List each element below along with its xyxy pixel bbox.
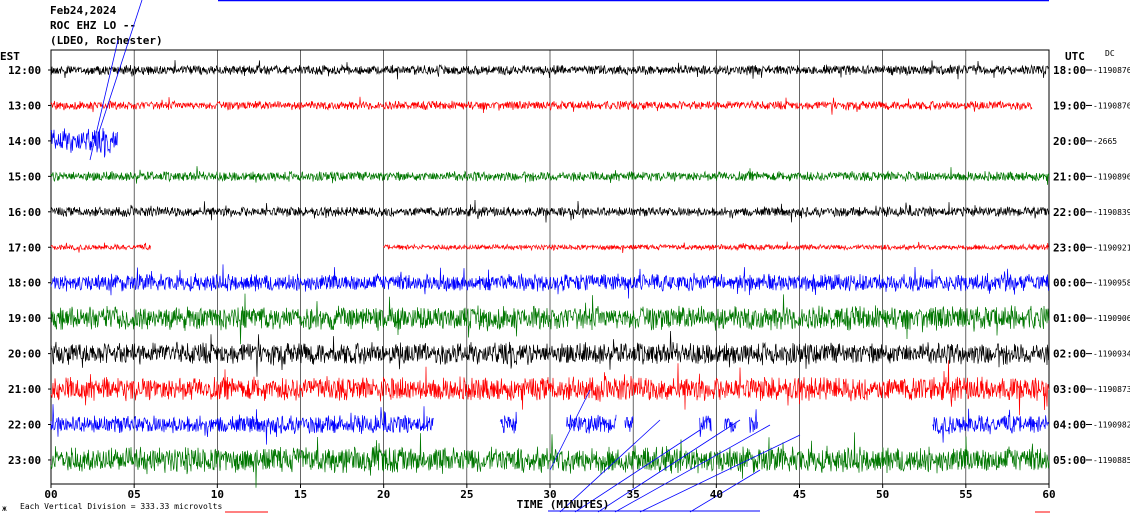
utc-label-0400: 04:00: [1053, 419, 1086, 432]
est-label-1600: 16:00: [8, 206, 41, 219]
time-labels: 12:00 18:00 -1190876 13:00 19:00 -1190876 14:0…: [8, 64, 1130, 467]
event-markers: [89, 0, 1049, 513]
dc-value-0200: -1190934: [1093, 350, 1130, 359]
est-label-1200: 12:00: [8, 64, 41, 77]
trace-2300-seg0: [50, 432, 1050, 488]
x-tick-label-35: 35: [627, 488, 640, 501]
utc-label-0200: 02:00: [1053, 348, 1086, 361]
utc-label-0000: 00:00: [1053, 277, 1086, 290]
marker-line-8: [689, 469, 761, 513]
x-tick-label-10: 10: [211, 488, 224, 501]
trace-2200-seg2: [566, 414, 617, 434]
dc-value-0100: -1190906: [1093, 314, 1130, 323]
x-tick-label-30: 30: [543, 488, 556, 501]
x-tick-label-40: 40: [710, 488, 723, 501]
dc-value-0500: -1190885: [1093, 456, 1130, 465]
est-label-1300: 13:00: [8, 99, 41, 112]
utc-label-0100: 01:00: [1053, 312, 1086, 325]
x-tick-label-05: 05: [128, 488, 141, 501]
marker-line-3: [559, 419, 661, 513]
est-label-2100: 21:00: [8, 383, 41, 396]
trace-2200-seg4: [699, 415, 712, 437]
marker-line-6: [614, 424, 771, 513]
trace-2200-seg6: [749, 409, 758, 433]
trace-2200-seg7: [932, 408, 1049, 443]
x-axis-title: TIME (MINUTES): [517, 498, 610, 511]
marker-line-2: [549, 389, 591, 471]
x-tick-label-15: 15: [294, 488, 307, 501]
est-label-1800: 18:00: [8, 277, 41, 290]
x-tick-label-45: 45: [793, 488, 806, 501]
vertical-division-note: Each Vertical Division = 333.33 microvol…: [20, 502, 222, 511]
dc-value-2200: -1190839: [1093, 208, 1130, 217]
dc-value-1800: -1190876: [1093, 66, 1130, 75]
dc-value-1900: -1190876: [1093, 101, 1130, 110]
marker-line-5: [597, 419, 741, 513]
dc-value-2300: -1190921: [1093, 243, 1130, 252]
logo-mark: ж: [2, 504, 7, 513]
grid-lines: [50, 49, 1050, 485]
trace-1900-seg0: [50, 293, 1050, 345]
dc-value-2000: -2665: [1093, 137, 1117, 146]
utc-label-2000: 20:00: [1053, 135, 1086, 148]
trace-2200-seg0: [50, 404, 434, 445]
dc-value-0300: -1190873: [1093, 385, 1130, 394]
station-network: (LDEO, Rochester): [50, 34, 163, 47]
station-code: ROC EHZ LO --: [50, 19, 137, 32]
est-label-2000: 20:00: [8, 348, 41, 361]
marker-line-0: [97, 0, 143, 136]
est-label-2200: 22:00: [8, 419, 41, 432]
utc-label-2300: 23:00: [1053, 241, 1086, 254]
trace-1700-seg1: [383, 241, 1049, 254]
utc-label-2100: 21:00: [1053, 170, 1086, 183]
est-label-1700: 17:00: [8, 241, 41, 254]
utc-label-1800: 18:00: [1053, 64, 1086, 77]
est-label-1500: 15:00: [8, 170, 41, 183]
left-zone-label: EST: [0, 50, 20, 63]
utc-label-2200: 22:00: [1053, 206, 1086, 219]
est-label-2300: 23:00: [8, 454, 41, 467]
trace-1600-seg0: [50, 199, 1050, 223]
trace-2200-seg1: [499, 411, 517, 434]
trace-2200-seg5: [724, 417, 737, 433]
x-tick-label-50: 50: [876, 488, 889, 501]
trace-1200-seg0: [50, 60, 1050, 80]
x-tick-label-20: 20: [377, 488, 390, 501]
dc-label: DC: [1105, 49, 1115, 58]
x-tick-labels: 00 05 10 15 20 25 30 35 40 45 50 55 60: [44, 484, 1056, 501]
x-tick-label-00: 00: [44, 488, 57, 501]
marker-line-4: [574, 429, 701, 513]
trace-1700-seg0: [50, 242, 151, 253]
trace-1500-seg0: [50, 166, 1050, 185]
x-tick-label-60: 60: [1042, 488, 1055, 501]
trace-1400-seg0: [50, 127, 118, 158]
plot-date: Feb24,2024: [50, 4, 117, 17]
trace-1800-seg0: [50, 264, 1050, 299]
est-label-1900: 19:00: [8, 312, 41, 325]
est-label-1400: 14:00: [8, 135, 41, 148]
x-tick-label-25: 25: [460, 488, 473, 501]
x-tick-label-55: 55: [959, 488, 972, 501]
utc-label-1900: 19:00: [1053, 99, 1086, 112]
dc-value-0400: -1190982: [1093, 421, 1130, 430]
trace-2100-seg0: [50, 360, 1050, 416]
dc-value-2100: -1190896: [1093, 172, 1130, 181]
trace-2000-seg0: [50, 330, 1050, 377]
marker-line-1: [89, 39, 119, 161]
dc-value-0000: -1190958: [1093, 279, 1130, 288]
trace-1300-seg0: [50, 96, 1033, 115]
trace-2200-seg3: [624, 415, 634, 432]
utc-label-0500: 05:00: [1053, 454, 1086, 467]
right-zone-label: UTC: [1065, 50, 1085, 63]
seismic-traces: [50, 60, 1050, 488]
marker-line-7: [639, 434, 801, 513]
utc-label-0300: 03:00: [1053, 383, 1086, 396]
